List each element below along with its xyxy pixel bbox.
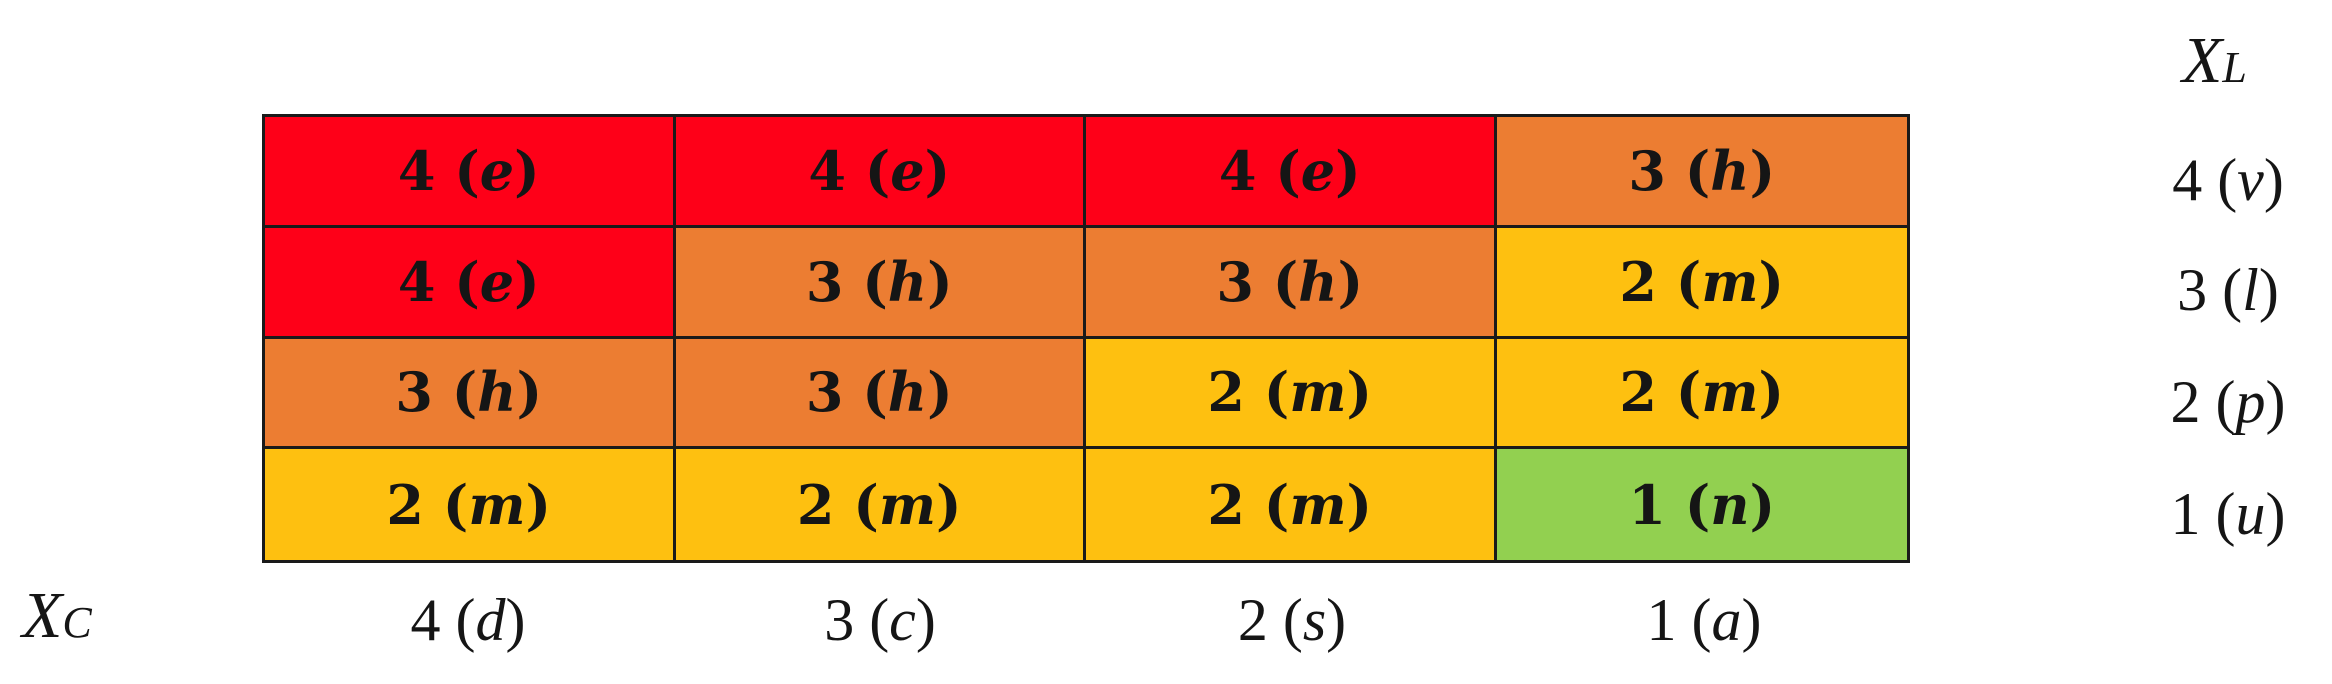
risk-cell-category: h	[887, 249, 928, 314]
row-label-3-letter: p	[2235, 369, 2266, 435]
risk-cell-r4-c2: 2 (m)	[675, 449, 1086, 560]
col-label-1: 4 (d)	[410, 587, 526, 653]
risk-cell-r4-c4: 1 (n)	[1496, 449, 1907, 560]
col-label-4-letter: a	[1711, 587, 1742, 653]
col-label-2: 3 (c)	[824, 587, 936, 653]
likelihood-axis-title-sub: L	[2222, 43, 2247, 92]
risk-cell-level: 3	[805, 360, 844, 425]
risk-cell-level: 3	[1216, 249, 1254, 314]
consequence-axis-title-main: X	[22, 579, 63, 652]
risk-cell-r3-c1: 3 (h)	[265, 338, 676, 450]
risk-cell-category: h	[887, 360, 928, 425]
risk-cell-category: m	[1701, 360, 1759, 425]
risk-cell-category: e	[1300, 138, 1336, 203]
likelihood-axis-title-main: X	[2182, 24, 2223, 97]
col-label-4: 1 (a)	[1646, 587, 1762, 653]
risk-cell-level: 3	[805, 249, 844, 314]
risk-cell-level: 2	[1619, 360, 1657, 425]
risk-cell-r1-c1: 4 (e)	[265, 117, 676, 228]
row-label-3-num: 2	[2170, 369, 2201, 435]
risk-cell-r4-c3: 2 (m)	[1086, 449, 1497, 560]
risk-cell-level: 4	[808, 138, 846, 203]
risk-cell-category: h	[1298, 249, 1338, 314]
risk-cell-r1-c2: 4 (e)	[675, 117, 1086, 228]
risk-cell-level: 4	[1218, 138, 1257, 203]
risk-cell-r4-c1: 2 (m)	[265, 449, 676, 560]
risk-matrix: 4 (e) 4 (e) 4 (e) 3 (h) 4 (e) 3 (h) 3 (h) 2 (m)…	[262, 114, 1910, 563]
col-label-1-letter: d	[475, 587, 506, 653]
risk-cell-r2-c4: 2 (m)	[1496, 227, 1907, 339]
row-label-4-letter: u	[2235, 481, 2266, 547]
risk-cell-r1-c3: 4 (e)	[1086, 117, 1497, 228]
risk-cell-category: m	[1701, 249, 1759, 314]
risk-cell-r2-c2: 3 (h)	[675, 227, 1086, 339]
row-label-2: 3 (l)	[2177, 257, 2279, 323]
col-label-3-num: 2	[1237, 587, 1268, 653]
risk-cell-level: 2	[1207, 360, 1245, 425]
risk-cell-category: m	[878, 472, 936, 537]
risk-cell-category: m	[1289, 472, 1347, 537]
risk-cell-category: n	[1710, 472, 1750, 537]
row-label-4-num: 1	[2170, 481, 2201, 547]
likelihood-axis-title: XL	[2182, 28, 2247, 94]
risk-cell-category: e	[479, 138, 515, 203]
risk-cell-category: e	[890, 138, 925, 203]
col-label-3: 2 (s)	[1237, 587, 1347, 653]
row-label-3: 2 (p)	[2170, 369, 2286, 435]
risk-cell-r3-c3: 2 (m)	[1086, 338, 1497, 450]
risk-cell-r3-c2: 3 (h)	[675, 338, 1086, 450]
risk-cell-level: 3	[1628, 138, 1666, 203]
risk-cell-level: 2	[1619, 249, 1657, 314]
consequence-axis-title-sub: C	[62, 598, 92, 647]
risk-cell-category: h	[1710, 138, 1750, 203]
risk-cell-r2-c1: 4 (e)	[265, 227, 676, 339]
row-label-2-num: 3	[2177, 257, 2208, 323]
row-label-1: 4 (v)	[2172, 147, 2284, 213]
row-label-1-num: 4	[2172, 147, 2203, 213]
risk-cell-level: 2	[796, 472, 835, 537]
risk-cell-r2-c3: 3 (h)	[1086, 227, 1497, 339]
col-label-3-letter: s	[1302, 587, 1327, 653]
risk-cell-category: m	[1289, 360, 1347, 425]
consequence-axis-title: XC	[22, 583, 92, 649]
risk-cell-level: 2	[1207, 472, 1245, 537]
row-label-1-letter: v	[2237, 147, 2264, 213]
row-label-4: 1 (u)	[2170, 481, 2286, 547]
col-label-2-letter: c	[889, 587, 916, 653]
risk-cell-category: m	[468, 472, 526, 537]
risk-cell-level: 1	[1628, 472, 1666, 537]
risk-cell-level: 2	[386, 472, 424, 537]
risk-cell-level: 4	[397, 138, 436, 203]
risk-cell-r3-c4: 2 (m)	[1496, 338, 1907, 450]
risk-cell-level: 4	[397, 249, 436, 314]
risk-cell-category: h	[477, 360, 517, 425]
col-label-2-num: 3	[824, 587, 855, 653]
row-label-2-letter: l	[2242, 257, 2259, 323]
risk-cell-r1-c4: 3 (h)	[1496, 117, 1907, 228]
col-label-4-num: 1	[1646, 587, 1677, 653]
risk-cell-level: 3	[395, 360, 433, 425]
col-label-1-num: 4	[410, 587, 441, 653]
risk-cell-category: e	[479, 249, 515, 314]
